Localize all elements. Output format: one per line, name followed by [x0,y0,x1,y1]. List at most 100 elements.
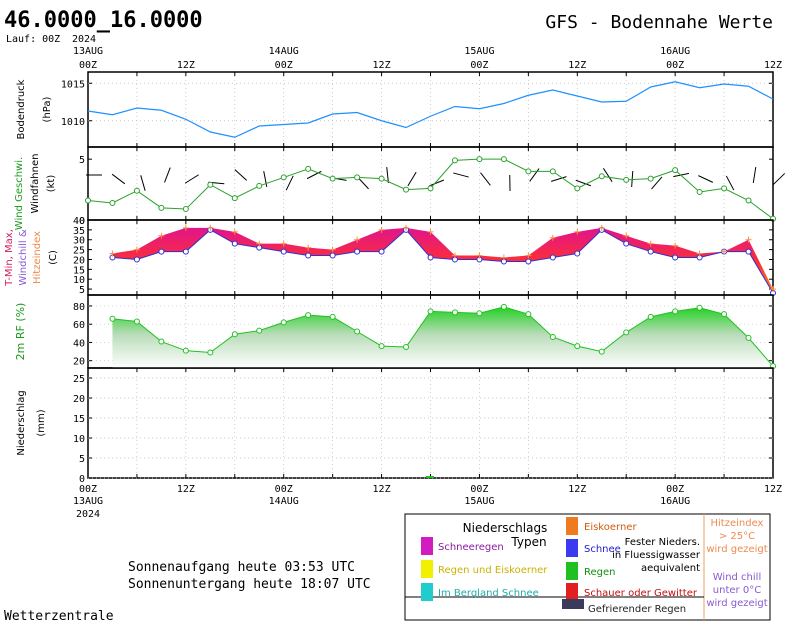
wind-point [183,207,188,212]
wind-unit: (kt) [46,175,57,193]
wind-barb [307,171,321,178]
bottom-date-label: 15AUG [464,496,494,507]
wind-point [624,177,629,182]
wind-point [110,200,115,205]
wind-point [232,196,237,201]
rh-point [208,350,213,355]
coords-title: 46.0000_16.0000 [4,8,203,33]
rh-point [697,305,702,310]
rh-fill [112,307,773,368]
fester-line-1: Fester Nieders. [625,537,700,548]
legend-swatch [566,583,578,601]
tmin-point [428,255,433,260]
wind-barb [773,173,785,184]
y-tick-label: 10 [73,434,85,445]
rh-point [428,309,433,314]
tmin-point [746,249,751,254]
wind-point [477,157,482,162]
legend-swatch [421,560,433,578]
y-tick-label: 25 [73,374,85,385]
wind-point [379,176,384,181]
top-date-label: 14AUG [269,46,299,57]
bottom-year-label: 2024 [76,509,100,520]
wind-ylabel: Wind Geschwi. [14,157,25,230]
wind-point [575,186,580,191]
tmin-point [648,249,653,254]
sunset-text: Sonnenuntergang heute 18:07 UTC [128,577,371,592]
bottom-tick-label: 12Z [177,484,195,495]
top-tick-label: 12Z [568,60,586,71]
rh-point [648,314,653,319]
y-tick-label: 1010 [61,117,85,128]
precip-ylabel: Niederschlag [16,390,27,455]
wind-barb [632,171,633,187]
wind-barb [286,176,293,190]
wind-point [134,188,139,193]
fester-line-3: aequivalent [641,563,700,574]
precip-bar [426,476,434,478]
top-tick-label: 00Z [275,60,293,71]
bottom-tick-label: 12Z [764,484,782,495]
wind-point [648,176,653,181]
rh-point [673,309,678,314]
top-tick-label: 12Z [373,60,391,71]
tmin-point [281,249,286,254]
y-tick-label: 10 [73,275,85,286]
wind-ylabel-2: Windfahnen [30,154,41,214]
bottom-date-label: 16AUG [660,496,690,507]
rh-point [134,319,139,324]
legend-item-label: Gefrierender Regen [588,604,686,615]
brand-footer: Wetterzentrale [4,609,114,624]
year-top: 2024 [72,34,96,45]
tmin-line [112,230,773,293]
rh-point [501,304,506,309]
top-tick-label: 12Z [764,60,782,71]
wind-point [306,166,311,171]
wind-barb [453,173,468,177]
wind-barb [481,173,491,186]
top-tick-label: 12Z [177,60,195,71]
wind-barb [235,170,247,181]
pressure-unit: (hPa) [42,96,53,122]
y-tick-label: 20 [73,394,85,405]
top-tick-label: 00Z [470,60,488,71]
bottom-tick-label: 00Z [275,484,293,495]
rh-point [477,311,482,316]
rh-point [257,328,262,333]
legend-item-label: Eiskoerner [584,522,637,533]
rh-point [110,316,115,321]
bottom-tick-label: 00Z [79,484,97,495]
legend-item-label: Schauer oder Gewitter [584,588,698,599]
tmin-point [330,253,335,258]
legend-swatch [421,537,433,555]
wind-point [599,174,604,179]
fester-line-2: in Fluessigwasser [612,550,701,561]
bottom-tick-label: 00Z [666,484,684,495]
wind-barb [141,175,145,190]
temperature-range-fill [112,228,773,293]
tmin-point [306,253,311,258]
temp-ylabel-3: Hitzeindex [32,231,43,284]
model-title: GFS - Bodennahe Werte [545,12,773,33]
y-tick-label: 5 [79,155,85,166]
rh-point [746,335,751,340]
sunrise-text: Sonnenaufgang heute 03:53 UTC [128,560,355,575]
wind-point [428,186,433,191]
tmin-point [575,251,580,256]
legend-title-2: Typen [510,535,546,549]
temp-ylabel: T-Min, Max, [4,229,15,287]
legend-swatch [562,599,584,609]
heat-line-1: Hitzeindex [711,518,764,529]
wind-barb [726,176,734,190]
rh-point [599,349,604,354]
y-tick-label: 5 [79,454,85,465]
temp-ylabel-2: Windchill & [18,229,29,285]
tmin-point [232,241,237,246]
precip-unit: (mm) [36,409,47,436]
temp-unit: (C) [48,250,59,265]
